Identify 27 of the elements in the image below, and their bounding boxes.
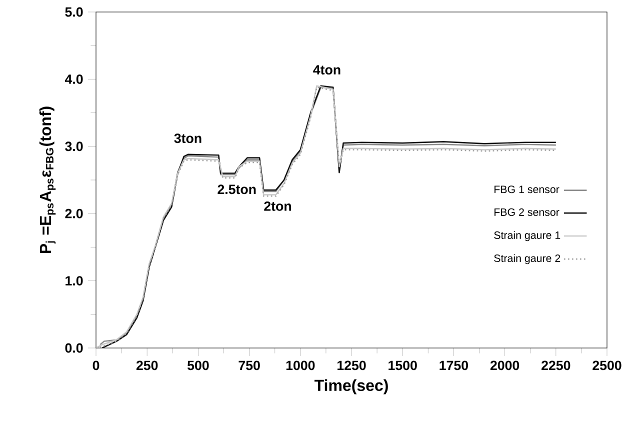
x-axis-title: Time(sec) [314,379,388,394]
x-tick-label: 0 [92,360,100,370]
x-tick-label: 250 [136,360,158,370]
legend-label: Strain gaure 1 [494,231,560,242]
text: P$_{j}$ =E$_{ps}$A$_{ps}$ε$_{FBG}$(tonf) [39,106,56,254]
y-tick-label: 1.0 [66,276,83,286]
legend-label: Strain gaure 2 [494,254,560,264]
x-tick-label: 2250 [542,360,570,370]
y-tick-label: 3.0 [65,142,83,152]
annotation: 3ton [174,134,202,144]
x-tick-label: 2000 [490,360,520,370]
annotation: 2ton [264,201,291,211]
x-tick-label: 1750 [440,360,468,370]
legend-label: FBG 2 sensor [494,208,560,216]
x-tick-label: 1500 [388,360,417,370]
annotation: 2.5ton [218,184,256,194]
x-tick-label: 750 [238,360,260,370]
y-tick-label: 2.0 [65,208,83,218]
x-tick-label: 1000 [286,360,315,370]
x-tick-label: 2500 [592,360,622,370]
y-tick-label: 5.0 [65,7,83,17]
x-tick-label: 500 [188,360,209,370]
y-tick-label: 0.0 [65,343,83,353]
legend-label: FBG 1 sensor [494,186,560,194]
annotation: 4ton [313,65,340,75]
y-tick-label: 4.0 [64,74,83,84]
x-tick-label: 1250 [338,360,366,370]
